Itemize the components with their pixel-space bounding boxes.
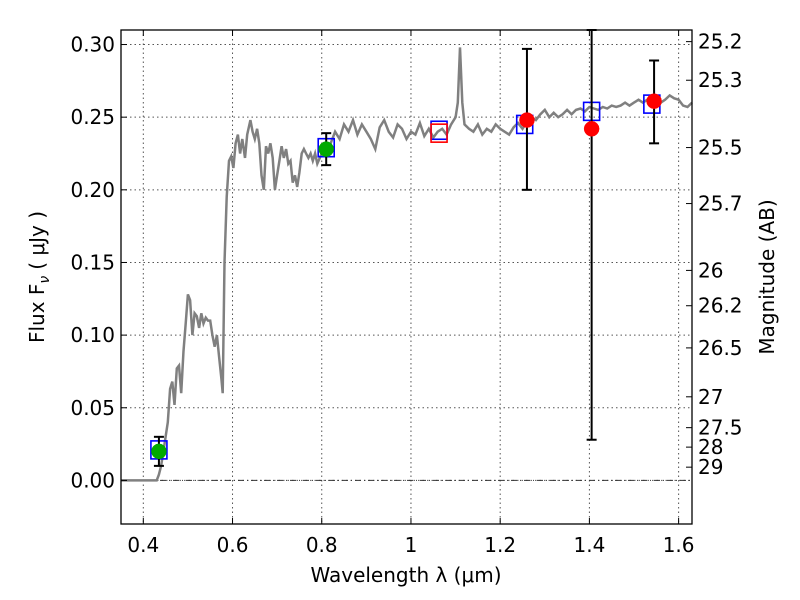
y2-tick-label: 25.7 [698, 192, 743, 216]
observed-flux-point [318, 141, 334, 157]
y-axis-label-main: Flux F [25, 284, 49, 343]
y-tick-label: 0.25 [70, 105, 115, 129]
y2-tick-label: 27 [698, 385, 723, 409]
x-tick-label: 1.2 [484, 533, 516, 557]
y2-tick-label: 28 [698, 435, 723, 459]
x-tick-label: 0.6 [217, 533, 249, 557]
x-tick-label: 1 [405, 533, 418, 557]
y2-tick-label: 25.3 [698, 68, 743, 92]
y2-tick-label: 27.5 [698, 416, 743, 440]
y-tick-label: 0.15 [70, 250, 115, 274]
y2-tick-label: 26.2 [698, 294, 743, 318]
y-tick-label: 0.20 [70, 178, 115, 202]
observations-layer [151, 29, 662, 467]
model-spectrum-line [121, 47, 693, 482]
y2-tick-label: 25.5 [698, 136, 743, 160]
observed-flux-point [519, 112, 535, 128]
y-tick-label: 0.00 [70, 468, 115, 492]
observed-flux-point [646, 93, 662, 109]
model-spectrum-layer [121, 47, 693, 482]
y2-tick-label: 26.5 [698, 336, 743, 360]
y-tick-label: 0.30 [70, 33, 115, 57]
y2-tick-label: 26 [698, 258, 723, 282]
grid-layer [121, 30, 692, 524]
x-axis-label: Wavelength λ (μm) [310, 563, 501, 587]
model-photometry-layer [150, 94, 661, 460]
y-axis-label: Flux Fν ( μJy ) [25, 211, 53, 343]
model-photometry-box [430, 123, 448, 143]
y-axis-label-unit: ( μJy ) [25, 211, 49, 270]
y2-tick-label: 29 [698, 455, 723, 479]
plot-frame [120, 29, 693, 525]
x-tick-label: 0.8 [306, 533, 338, 557]
y-tick-label: 0.10 [70, 323, 115, 347]
y-tick-label: 0.05 [70, 396, 115, 420]
observed-flux-point [583, 121, 600, 137]
x-tick-label: 1.6 [663, 533, 695, 557]
y-tick-layer: 0.00 0.05 0.10 0.15 0.20 0.25 0.30 [70, 33, 127, 492]
y2-tick-label: 25.2 [698, 30, 743, 54]
x-tick-label: 1.4 [573, 533, 605, 557]
y-axis-label-sub: ν [37, 276, 53, 284]
x-tick-label: 0.4 [127, 533, 159, 557]
x-tick-layer: 0.4 0.6 0.8 1 1.2 1.4 1.6 [127, 30, 695, 557]
observed-flux-point [151, 443, 167, 460]
y2-axis-label: Magnitude (AB) [755, 199, 779, 354]
